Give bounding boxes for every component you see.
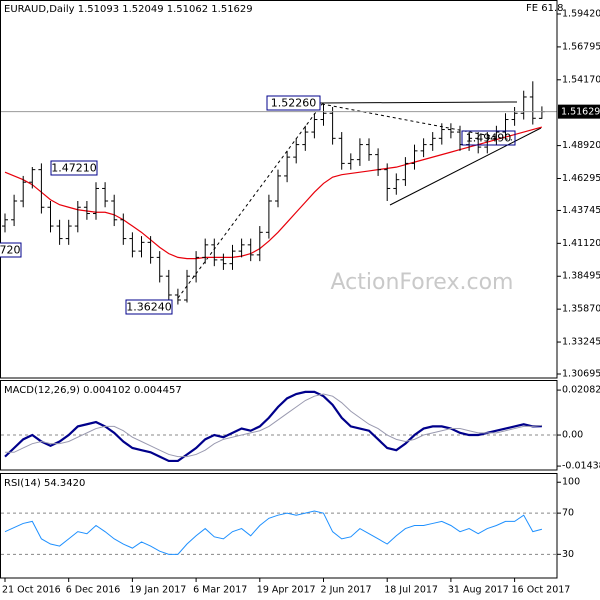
y-tick-label: 1.48920 [562,140,600,151]
y-tick-label: 1.54170 [562,74,600,85]
y-tick-label: 1.35870 [562,304,600,315]
y-tick-label: 1.43745 [562,205,600,216]
x-tick-label: 21 Oct 2016 [2,585,61,596]
y-tick-label: 1.56795 [562,41,600,52]
trend-line [319,101,518,104]
x-tick-label: 6 Dec 2016 [66,585,121,596]
annotation: 720 [0,244,21,257]
y-tick-label: 100 [562,477,580,488]
y-tick-label: 30 [562,549,574,560]
annotation-box [0,242,22,258]
x-tick-label: 18 Jul 2017 [384,585,438,596]
y-tick-label: 1.41120 [562,238,600,249]
x-tick-label: 6 Mar 2017 [193,585,247,596]
y-tick-label: 1.38495 [562,271,600,282]
y-tick-label: 1.30695 [562,369,600,380]
annotation: 1.36240 [126,301,172,314]
y-tick-label: 0.00 [562,430,583,441]
y-tick-label: 1.46295 [562,173,600,184]
annotation-box [266,95,321,111]
series-line [4,390,542,463]
x-tick-label: 16 Oct 2017 [512,585,571,596]
annotation: 1.49490 [466,132,512,145]
macd-title: MACD(12,26,9) 0.004102 0.004457 [4,385,182,396]
series-line [5,393,542,458]
last-price-box [558,104,600,119]
price-title: EURAUD,Daily 1.51093 1.52049 1.51062 1.5… [4,4,253,15]
price-panel [0,0,558,379]
watermark: ActionForex.com [331,270,514,295]
y-tick-label: 1.59420 [562,8,600,19]
y-tick-label: 70 [562,508,574,519]
trend-line [389,127,542,206]
series-line [4,510,543,555]
annotation-box [50,160,98,176]
x-tick-label: 19 Apr 2017 [257,585,316,596]
y-tick-label: 1.33245 [562,337,600,348]
x-tick-label: 2 Jun 2017 [321,585,372,596]
y-tick-label: 0.020827 [562,385,600,396]
annotation: 1.47210 [51,162,97,175]
trend-line [177,103,323,299]
trend-line [321,103,513,141]
macd-panel [0,380,558,471]
corner-label: FE 61.8 [526,3,564,14]
annotation: 1.52260 [271,97,317,110]
annotation-box [461,130,516,146]
rsi-panel [0,473,558,579]
x-tick-label: 19 Jan 2017 [129,585,186,596]
annotation-box [125,299,173,315]
y-tick-label: -0.014386 [562,461,600,472]
moving-average [4,126,543,260]
rsi-title: RSI(14) 54.3420 [4,478,85,489]
last-price-label: 1.51629 [561,107,600,118]
x-tick-label: 31 Aug 2017 [448,585,509,596]
